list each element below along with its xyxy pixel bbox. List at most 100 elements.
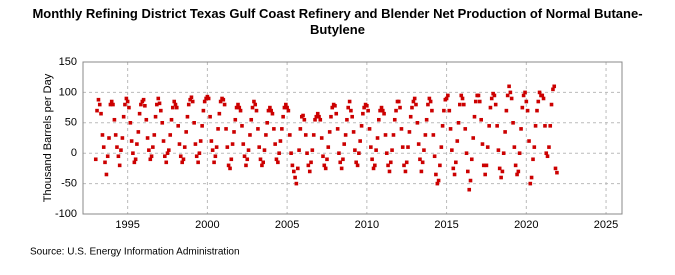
point: [422, 148, 426, 152]
point: [208, 114, 212, 119]
point: [296, 166, 300, 171]
point: [228, 166, 232, 171]
point: [499, 175, 503, 180]
point: [132, 160, 137, 165]
point: [194, 154, 199, 159]
point: [545, 154, 550, 159]
point: [135, 142, 139, 146]
point: [467, 187, 472, 192]
point: [398, 105, 402, 110]
point: [184, 130, 188, 134]
point: [354, 160, 358, 165]
point: [224, 127, 228, 131]
point: [252, 99, 256, 104]
point: [125, 99, 130, 104]
point: [240, 124, 244, 128]
point: [159, 108, 163, 113]
point: [216, 127, 220, 131]
point: [204, 96, 208, 101]
point: [141, 97, 146, 102]
y-axis-label: Thousand Barrels per Day: [42, 73, 54, 202]
point: [323, 166, 328, 171]
point: [335, 127, 340, 131]
point: [330, 105, 335, 110]
point: [341, 157, 345, 162]
point: [218, 99, 223, 104]
point: [339, 166, 344, 171]
point: [254, 108, 259, 113]
point: [225, 145, 230, 149]
point: [256, 127, 260, 131]
point: [476, 93, 481, 98]
point: [426, 102, 430, 107]
point: [100, 133, 105, 137]
point: [500, 169, 505, 174]
point: [111, 102, 115, 107]
point: [552, 84, 557, 89]
point: [525, 108, 530, 113]
point: [186, 102, 191, 107]
point: [244, 163, 248, 168]
point: [378, 108, 382, 113]
point: [188, 97, 192, 102]
point: [431, 133, 436, 137]
point: [384, 151, 389, 155]
point: [285, 105, 289, 110]
point: [517, 151, 522, 155]
point: [93, 157, 98, 162]
point: [345, 117, 349, 122]
point: [131, 151, 135, 155]
point: [509, 96, 514, 101]
point: [439, 145, 444, 149]
point: [115, 145, 119, 149]
point: [157, 101, 162, 106]
point: [261, 160, 265, 165]
point: [253, 102, 258, 107]
point: [172, 99, 177, 104]
point: [202, 99, 207, 104]
point: [151, 145, 155, 149]
x-tick-label: 2015: [434, 219, 458, 231]
point: [543, 124, 547, 128]
y-tick-label: 0: [71, 147, 77, 159]
point: [322, 163, 327, 168]
point: [436, 178, 441, 183]
point: [547, 145, 551, 149]
point: [519, 127, 523, 131]
point: [123, 102, 127, 107]
point: [412, 96, 417, 101]
point: [349, 108, 353, 113]
point: [121, 114, 126, 119]
point: [326, 145, 331, 149]
point: [197, 151, 202, 155]
point: [189, 95, 194, 100]
point: [116, 154, 121, 159]
point: [442, 108, 446, 113]
point: [282, 105, 287, 110]
point: [507, 84, 511, 89]
point: [351, 130, 356, 134]
point: [423, 133, 428, 137]
point: [382, 111, 386, 116]
point: [535, 108, 539, 113]
point: [290, 163, 295, 168]
point: [198, 139, 203, 143]
point: [549, 102, 554, 107]
x-tick-label: 2025: [594, 219, 618, 231]
point: [190, 99, 195, 104]
point: [143, 103, 147, 108]
point: [120, 136, 125, 140]
point: [221, 97, 226, 102]
point: [370, 157, 374, 162]
point: [488, 105, 493, 110]
point: [472, 114, 477, 119]
point: [400, 145, 405, 149]
x-tick-label: 2000: [195, 219, 219, 231]
point: [139, 102, 143, 107]
point: [529, 175, 534, 180]
point: [337, 151, 341, 155]
point: [428, 99, 433, 104]
point: [430, 108, 434, 113]
point: [273, 142, 277, 146]
y-tick-label: 50: [65, 117, 77, 129]
